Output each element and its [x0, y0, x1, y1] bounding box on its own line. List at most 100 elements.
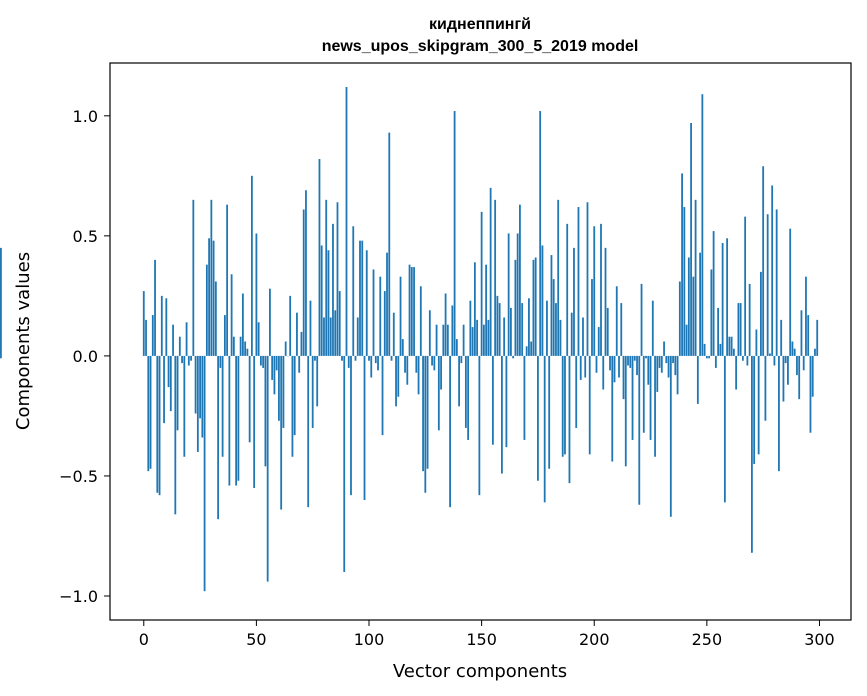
bar-component-295: [807, 315, 810, 356]
bar-component-246: [696, 355, 699, 404]
plot-frame: [109, 62, 852, 621]
bar-component-200: [593, 226, 596, 356]
bar-component-296: [809, 355, 812, 433]
bar-component-277: [766, 214, 769, 356]
bar-component-210: [615, 286, 618, 356]
bar-component-27: [203, 355, 206, 592]
bar-component-134: [444, 293, 447, 356]
bar-component-180: [548, 355, 551, 469]
bar-component-133: [442, 324, 445, 356]
bar-component-25: [199, 355, 201, 419]
bar-component-114: [399, 276, 402, 356]
bar-component-294: [805, 276, 807, 356]
bar-component-217: [631, 355, 634, 440]
bar-component-199: [591, 279, 593, 356]
bars-group: [0, 87, 819, 592]
bar-component-117: [406, 355, 409, 385]
bar-component-166: [516, 233, 519, 356]
bar-component-148: [476, 319, 479, 356]
bar-component-264: [737, 303, 740, 356]
bar-component-156: [494, 199, 497, 356]
bar-component-36: [223, 315, 226, 356]
bar-component-297: [811, 355, 814, 397]
bar-component-219: [636, 355, 638, 376]
bar-component-298: [814, 348, 816, 356]
bar-component-154: [489, 187, 492, 356]
bar-component-202: [597, 327, 600, 356]
bar-component-189: [568, 355, 571, 484]
bar-component-129: [433, 355, 436, 371]
bar-component-54: [264, 355, 267, 467]
bar-component-193: [577, 207, 580, 356]
x-tick-label: 50: [246, 630, 266, 649]
bar-component-40: [232, 336, 235, 356]
bar-component-185: [559, 319, 562, 356]
bar-component-186: [561, 355, 564, 457]
bar-component-215: [627, 355, 629, 366]
bar-component-42: [237, 355, 240, 481]
bar-component-0: [142, 291, 145, 356]
bar-component-157: [496, 295, 499, 356]
bar-component-52: [260, 355, 262, 366]
bar-component-138: [453, 111, 456, 356]
bar-component-23: [194, 355, 197, 414]
bar-component-248: [701, 94, 704, 356]
bar-component-120: [413, 267, 415, 356]
bar-component-49: [253, 355, 256, 488]
bar-component-17: [181, 355, 183, 364]
bar-component-272: [755, 329, 758, 356]
bar-component-204: [602, 355, 605, 390]
bar-component-271: [753, 355, 756, 464]
bar-component-151: [482, 324, 485, 356]
bar-component-299: [816, 319, 819, 356]
bar-component-285: [784, 355, 787, 364]
bar-component-173: [532, 259, 535, 356]
bar-component-188: [566, 223, 569, 356]
bar-component-145: [469, 300, 472, 356]
bar-component-84: [332, 223, 334, 356]
bar-component-197: [586, 202, 589, 356]
bar-component-2: [147, 355, 150, 472]
y-tick-label: −1.0: [59, 587, 98, 606]
bar-component-14: [174, 355, 177, 515]
bar-component-172: [530, 341, 533, 356]
bar-component-280: [773, 355, 776, 366]
bar-component-110: [390, 355, 393, 361]
bar-component-141: [460, 355, 463, 364]
bar-component-69: [298, 355, 301, 373]
bar-component-58: [273, 355, 276, 395]
bar-component-19: [185, 322, 188, 356]
bar-component-290: [796, 355, 798, 376]
bar-component-121: [415, 355, 418, 373]
bar-component-275: [762, 166, 765, 356]
bar-component-9: [163, 355, 165, 424]
bar-component-5: [154, 259, 156, 356]
bar-component-61: [280, 355, 283, 510]
bar-component-60: [278, 355, 280, 421]
bar-component-214: [624, 355, 627, 467]
bar-component-92: [350, 355, 352, 496]
bar-component-162: [507, 233, 510, 356]
bar-component-175: [537, 355, 539, 481]
bar-component-32: [214, 281, 217, 356]
bar-component-47: [248, 355, 251, 443]
bar-component-265: [739, 303, 742, 356]
bar-component-261: [730, 336, 733, 356]
bar-component-85: [334, 310, 337, 356]
bar-component-174: [534, 257, 537, 356]
bar-component-90: [345, 87, 348, 356]
bar-component-167: [519, 204, 521, 356]
bar-component-230: [660, 355, 663, 373]
bar-component-104: [377, 355, 379, 371]
bar-component-15: [176, 355, 179, 431]
bar-component-137: [451, 305, 454, 356]
bar-component-184: [557, 199, 560, 356]
bar-component-237: [676, 355, 679, 395]
bar-component-128: [431, 355, 433, 366]
bar-component-71: [302, 209, 305, 356]
bar-component-142: [462, 324, 465, 356]
bar-component-278: [769, 353, 771, 356]
bar-component-76: [314, 355, 316, 361]
bar-component-222: [642, 355, 645, 433]
